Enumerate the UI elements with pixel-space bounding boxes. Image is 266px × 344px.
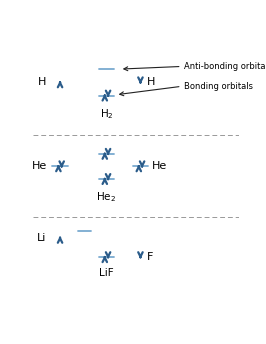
Text: LiF: LiF: [99, 268, 114, 278]
Text: H: H: [147, 77, 155, 87]
Text: He: He: [152, 161, 167, 171]
Text: Anti-bonding orbitals: Anti-bonding orbitals: [184, 62, 266, 71]
Text: Li: Li: [37, 233, 47, 243]
Text: H$_2$: H$_2$: [99, 107, 113, 120]
Text: F: F: [147, 252, 153, 262]
Text: Bonding orbitals: Bonding orbitals: [184, 82, 253, 91]
Text: He: He: [31, 161, 47, 171]
Text: He$_2$: He$_2$: [96, 190, 117, 204]
Text: H: H: [38, 77, 47, 87]
